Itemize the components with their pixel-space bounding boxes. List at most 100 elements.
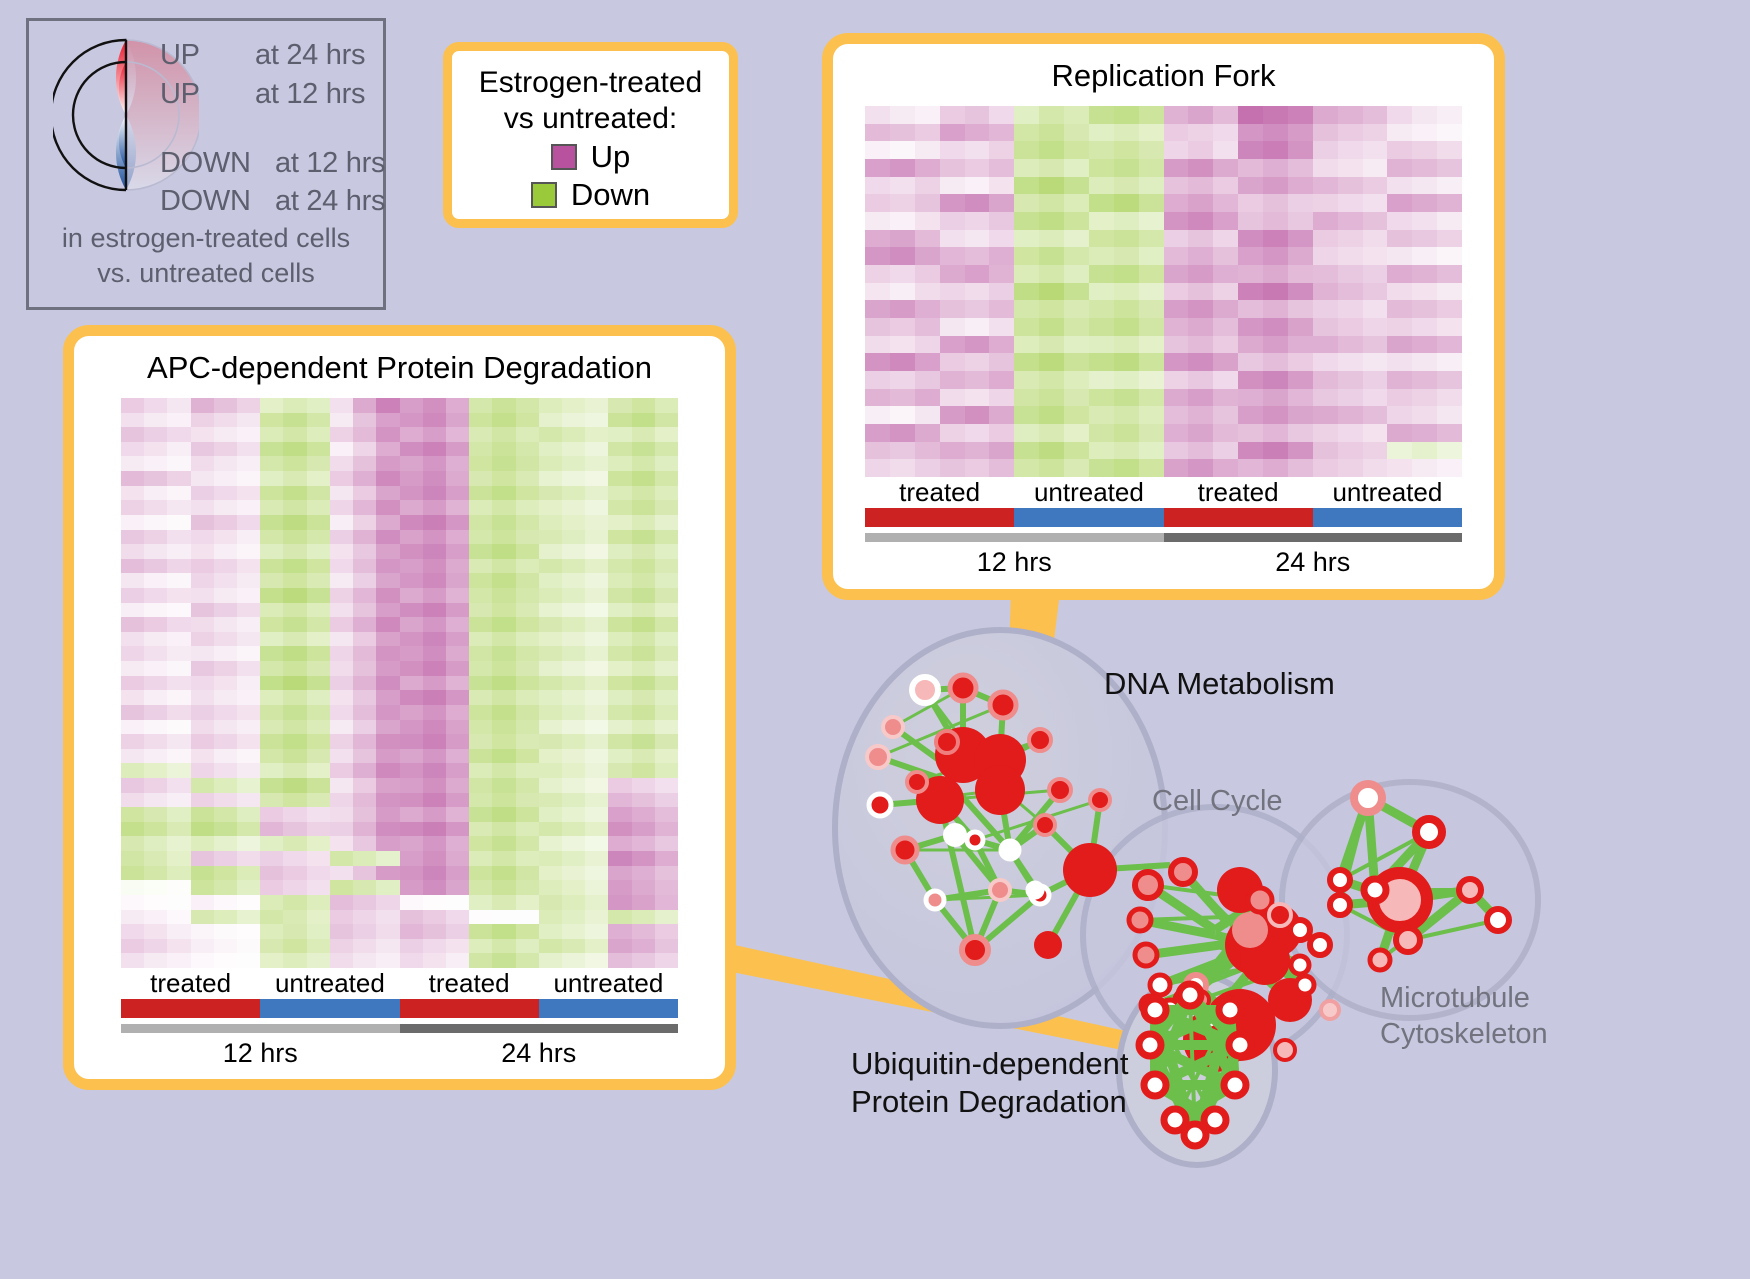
heatmap-cell (376, 514, 400, 530)
heatmap-cell (422, 398, 446, 413)
heatmap-cell (399, 485, 423, 501)
heatmap-cell (914, 335, 940, 354)
heatmap-cell (213, 412, 238, 428)
heatmap-cell (260, 938, 284, 954)
heatmap-cell (237, 734, 261, 749)
heatmap-cell (329, 661, 354, 676)
heatmap-cell (631, 719, 655, 735)
heatmap-cell (353, 514, 377, 530)
heatmap-cell (260, 646, 284, 662)
heatmap-cell (492, 573, 516, 588)
heatmap-cell (306, 792, 330, 808)
heatmap-cell (631, 953, 655, 968)
heatmap-cell (167, 602, 191, 618)
heatmap-cell (1213, 123, 1239, 142)
heatmap-cell (1014, 211, 1040, 230)
heatmap-cell (914, 123, 940, 142)
heatmap-cell (561, 558, 586, 574)
heatmap-cell (1362, 441, 1388, 460)
heatmap-cell (1039, 423, 1064, 442)
heatmap-cell (585, 441, 609, 457)
heatmap-cell (1188, 229, 1214, 248)
heatmap-cell (631, 763, 655, 778)
heatmap-cell (283, 646, 307, 662)
heatmap-cell (989, 459, 1015, 477)
heatmap-cell (144, 544, 168, 559)
heatmap-cell (654, 734, 678, 749)
heatmap-cell (654, 500, 678, 515)
heatmap-cell (329, 544, 354, 559)
heatmap-cell (376, 734, 400, 749)
heatmap-cell (167, 748, 191, 764)
heatmap-cell (492, 441, 516, 457)
heatmap-cell (422, 792, 446, 808)
heatmap-cell (631, 588, 655, 603)
heatmap-cell (1039, 229, 1064, 248)
heatmap-cell (1238, 247, 1263, 265)
heatmap-cell (329, 690, 354, 705)
heatmap-cell (399, 398, 423, 413)
heatmap-cell (306, 880, 330, 895)
heatmap-cell (914, 141, 940, 159)
heatmap-cell (1337, 176, 1363, 195)
heatmap-cell (561, 763, 586, 778)
heatmap-cell (353, 851, 377, 866)
heatmap-cell (1113, 158, 1139, 177)
heatmap-cell (631, 646, 655, 662)
heatmap-cell (329, 412, 354, 428)
apc-title: APC-dependent Protein Degradation (147, 350, 652, 385)
heatmap-cell (608, 792, 632, 808)
heatmap-cell (445, 675, 470, 691)
heatmap-cell (1337, 141, 1363, 159)
heatmap-cell (329, 821, 354, 837)
heatmap-cell (376, 441, 400, 457)
heatmap-cell (306, 719, 330, 735)
heatmap-cell (469, 909, 493, 925)
heatmap-cell (353, 719, 377, 735)
heatmap-cell (469, 573, 493, 588)
heatmap-cell (1287, 247, 1313, 265)
heatmap-cell (213, 734, 238, 749)
heatmap-cell (865, 106, 890, 124)
replication-fork-condition-labels: treated untreated treated untreated (865, 477, 1462, 508)
heatmap-cell (329, 588, 354, 603)
heatmap-cell (1064, 423, 1089, 442)
heatmap-cell (353, 865, 377, 881)
heatmap-cell (492, 778, 516, 793)
heatmap-cell (654, 471, 678, 486)
heatmap-cell (1088, 300, 1114, 318)
heatmap-cell (260, 690, 284, 705)
heatmap-cell (1337, 423, 1363, 442)
heatmap-cell (376, 646, 400, 662)
heatmap-cell (283, 500, 307, 515)
heatmap-cell (1163, 282, 1189, 301)
heatmap-cell (260, 485, 284, 501)
heatmap-cell (538, 588, 562, 603)
heatmap-cell (492, 398, 516, 413)
heatmap-cell (376, 427, 400, 442)
heatmap-cell (283, 529, 307, 545)
heatmap-cell (515, 427, 539, 442)
heatmap-cell (283, 427, 307, 442)
heatmap-cell (989, 370, 1015, 389)
heatmap-cell (167, 558, 191, 574)
heatmap-cell (237, 719, 261, 735)
heatmap-cell (1412, 388, 1438, 407)
heatmap-cell (1088, 370, 1114, 389)
heatmap-cell (213, 778, 238, 793)
heatmap-cell (1163, 229, 1189, 248)
heatmap-cell (865, 229, 890, 248)
heatmap-cell (654, 485, 678, 501)
heatmap-cell (376, 456, 400, 472)
heatmap-cell (399, 646, 423, 662)
heatmap-cell (1362, 158, 1388, 177)
heatmap-cell (1064, 388, 1089, 407)
heatmap-cell (538, 412, 562, 428)
heatmap-cell (121, 807, 145, 822)
heatmap-cell (1312, 264, 1338, 283)
heatmap-cell (190, 865, 214, 881)
heatmap-cell (654, 836, 678, 852)
heatmap-cell (469, 646, 493, 662)
heatmap-cell (1238, 335, 1263, 354)
heatmap-cell (608, 427, 632, 442)
